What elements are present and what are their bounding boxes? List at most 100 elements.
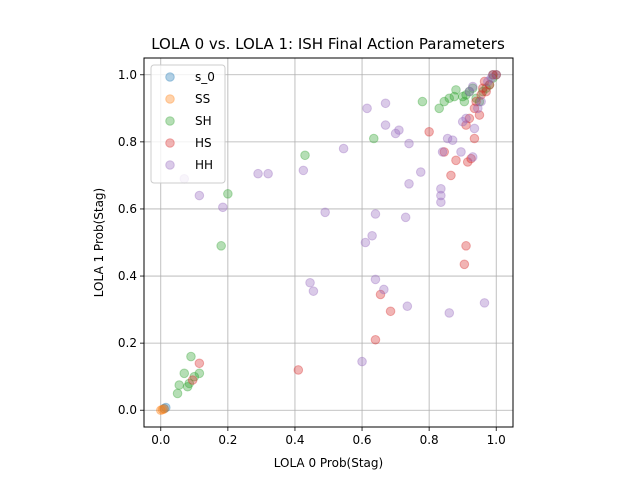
y-axis-label: LOLA 1 Prob(Stag) bbox=[92, 188, 106, 297]
point-hh bbox=[360, 237, 371, 248]
y-tick-label: 0.8 bbox=[118, 135, 137, 149]
point-sh bbox=[182, 381, 193, 392]
point-sh bbox=[174, 380, 185, 390]
point-sh bbox=[417, 96, 428, 107]
x-tick-label: 1.0 bbox=[487, 433, 506, 447]
y-tick-label: 0.0 bbox=[118, 403, 137, 417]
legend-marker bbox=[165, 138, 175, 148]
chart-title: LOLA 0 vs. LOLA 1: ISH Final Action Para… bbox=[151, 35, 505, 53]
point-hh bbox=[456, 147, 466, 157]
point-hh bbox=[469, 123, 480, 134]
point-sh bbox=[467, 83, 478, 93]
point-sh bbox=[184, 378, 195, 389]
point-sh bbox=[459, 96, 470, 107]
x-tick-label: 0.8 bbox=[420, 433, 439, 447]
point-s-0 bbox=[159, 403, 169, 414]
point-sh bbox=[439, 96, 450, 107]
plot-frame bbox=[143, 57, 514, 428]
point-hs bbox=[187, 375, 198, 385]
legend-label: HH bbox=[195, 158, 213, 172]
point-sh bbox=[478, 86, 488, 97]
point-hs bbox=[375, 289, 386, 300]
point-hh bbox=[263, 168, 273, 179]
point-hh bbox=[218, 202, 228, 213]
point-hs bbox=[194, 358, 205, 369]
point-hh bbox=[467, 152, 478, 162]
point-sh bbox=[434, 103, 445, 114]
point-hh bbox=[380, 98, 391, 109]
legend-label: SH bbox=[195, 114, 212, 128]
legend-label: HS bbox=[195, 136, 212, 150]
point-hh bbox=[479, 298, 490, 308]
legend-marker bbox=[165, 160, 175, 170]
point-sh bbox=[464, 86, 475, 97]
point-hh bbox=[308, 286, 319, 296]
point-sh bbox=[216, 241, 226, 251]
point-hh bbox=[305, 277, 315, 288]
legend-label: s_0 bbox=[195, 70, 215, 84]
point-hh bbox=[442, 133, 453, 144]
point-hh bbox=[394, 125, 404, 135]
point-hh bbox=[253, 168, 263, 179]
point-hs bbox=[462, 157, 473, 167]
x-tick-label: 0.4 bbox=[285, 433, 304, 447]
y-tick-label: 0.4 bbox=[118, 269, 137, 283]
point-hh bbox=[338, 143, 349, 154]
point-hs bbox=[466, 153, 476, 164]
point-sh bbox=[300, 150, 310, 161]
legend-box bbox=[150, 64, 226, 184]
point-hh bbox=[404, 178, 414, 189]
legend-marker bbox=[165, 72, 175, 82]
legend-marker bbox=[165, 116, 175, 126]
point-hs bbox=[478, 83, 488, 93]
point-sh bbox=[172, 388, 183, 399]
point-sh bbox=[444, 93, 455, 104]
point-sh bbox=[368, 133, 379, 144]
point-hs bbox=[491, 69, 502, 80]
point-hh bbox=[483, 76, 493, 87]
point-s-0 bbox=[161, 402, 171, 413]
x-tick-label: 0.2 bbox=[218, 433, 237, 447]
point-hs bbox=[385, 306, 396, 317]
point-sh bbox=[481, 83, 491, 93]
point-sh bbox=[223, 189, 233, 199]
point-hh bbox=[472, 103, 483, 114]
point-hs bbox=[488, 69, 498, 80]
point-hh bbox=[357, 356, 367, 367]
y-tick-label: 1.0 bbox=[118, 68, 137, 82]
x-axis-label: LOLA 0 Prob(Stag) bbox=[274, 456, 383, 470]
point-sh bbox=[194, 368, 205, 379]
point-sh bbox=[451, 85, 461, 95]
point-hh bbox=[467, 81, 478, 92]
point-hh bbox=[370, 274, 381, 285]
point-hh bbox=[447, 135, 458, 145]
point-hh bbox=[400, 212, 411, 223]
point-sh bbox=[484, 80, 495, 90]
point-hh bbox=[436, 184, 446, 194]
point-hs bbox=[476, 90, 486, 100]
point-ss bbox=[155, 405, 166, 416]
point-hh bbox=[370, 209, 381, 219]
point-hs bbox=[293, 365, 304, 375]
point-hs bbox=[446, 170, 456, 181]
point-hs bbox=[459, 259, 470, 270]
point-sh bbox=[461, 90, 471, 100]
data-points bbox=[155, 69, 502, 416]
y-tick-label: 0.2 bbox=[118, 336, 137, 350]
point-sh bbox=[189, 371, 200, 382]
point-hh bbox=[415, 167, 426, 177]
point-hs bbox=[424, 127, 434, 137]
point-hh bbox=[404, 138, 414, 149]
point-hh bbox=[444, 308, 455, 318]
legend-label: SS bbox=[195, 92, 210, 106]
x-tick-label: 0.6 bbox=[352, 433, 371, 447]
point-hs bbox=[461, 120, 471, 130]
point-sh bbox=[179, 368, 190, 379]
point-hh bbox=[379, 284, 389, 295]
point-s-0 bbox=[488, 69, 498, 80]
axis-ticks: 0.0 0.2 0.4 0.6 0.8 1.0 0.0 0.2 0.4 0.6 0.8 1.0 bbox=[118, 68, 506, 447]
point-hh bbox=[320, 207, 330, 218]
point-hs bbox=[370, 334, 381, 345]
